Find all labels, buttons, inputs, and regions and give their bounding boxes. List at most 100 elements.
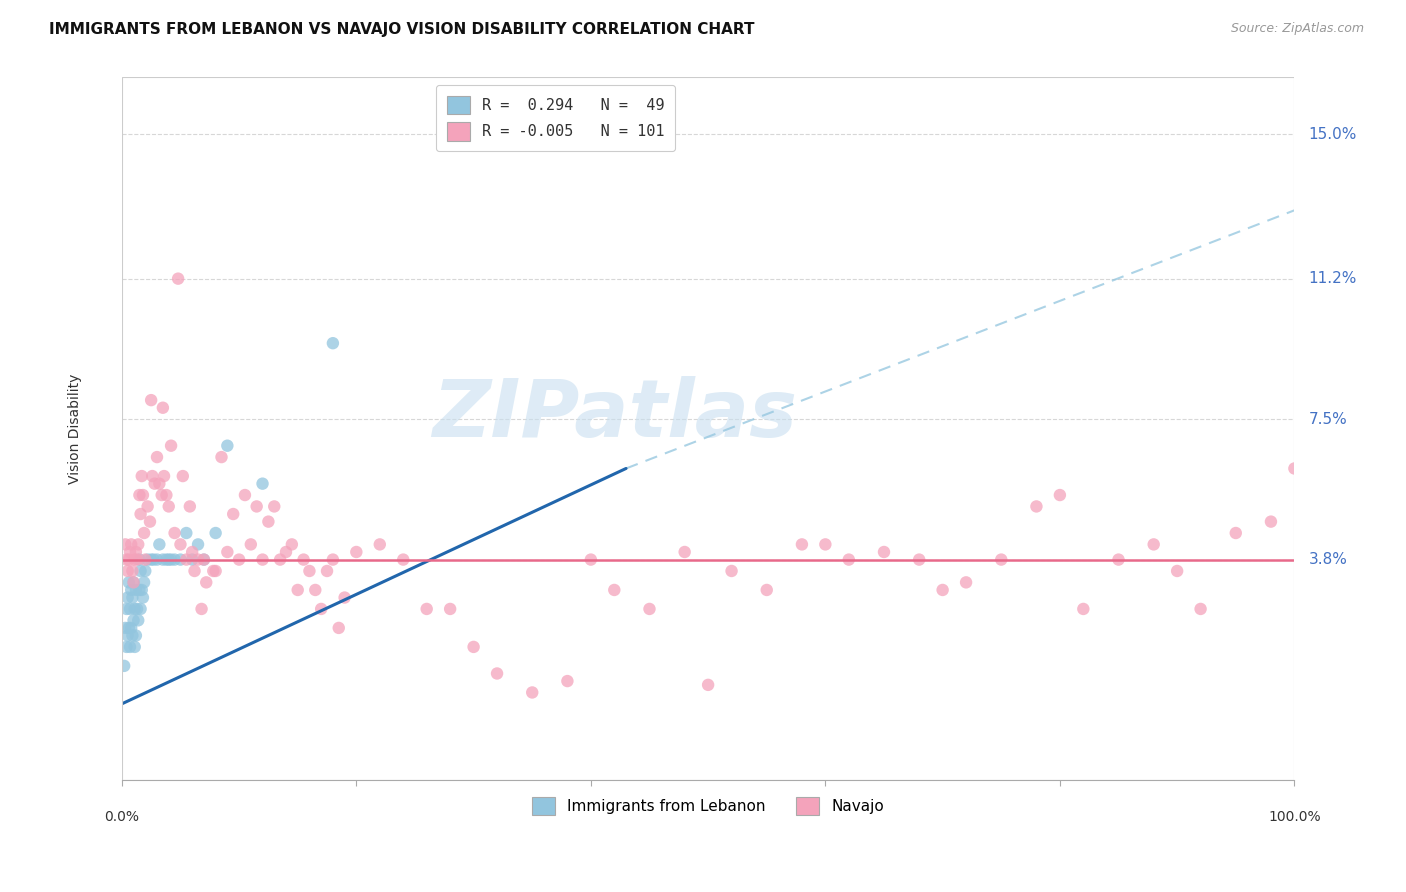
Point — [125, 582, 148, 597]
Point — [118, 602, 141, 616]
Point — [148, 537, 170, 551]
Point — [316, 564, 339, 578]
Point — [298, 564, 321, 578]
Point — [122, 575, 145, 590]
Point — [673, 545, 696, 559]
Point — [115, 602, 138, 616]
Point — [132, 488, 155, 502]
Point — [129, 507, 152, 521]
Point — [187, 552, 209, 566]
Point — [955, 575, 977, 590]
Point — [176, 552, 198, 566]
Point — [141, 469, 163, 483]
Point — [790, 537, 813, 551]
Text: Source: ZipAtlas.com: Source: ZipAtlas.com — [1230, 22, 1364, 36]
Point — [1260, 515, 1282, 529]
Point — [392, 552, 415, 566]
Point — [132, 526, 155, 541]
Point — [252, 476, 274, 491]
Point — [1108, 552, 1130, 566]
Point — [160, 439, 183, 453]
Point — [121, 591, 143, 605]
Point — [814, 537, 837, 551]
Point — [122, 575, 145, 590]
Point — [217, 545, 239, 559]
Point — [228, 552, 250, 566]
Point — [222, 507, 245, 521]
Point — [121, 628, 143, 642]
Point — [153, 469, 176, 483]
Point — [204, 564, 226, 578]
Point — [118, 545, 141, 559]
Point — [143, 476, 166, 491]
Point — [193, 552, 215, 566]
Point — [112, 659, 135, 673]
Text: 7.5%: 7.5% — [1309, 411, 1347, 426]
Point — [486, 666, 509, 681]
Point — [246, 500, 269, 514]
Point — [333, 591, 356, 605]
Point — [142, 552, 165, 566]
Point — [155, 552, 177, 566]
Point — [152, 401, 174, 415]
Point — [522, 685, 544, 699]
Point — [128, 552, 150, 566]
Point — [146, 552, 169, 566]
Point — [931, 582, 953, 597]
Text: IMMIGRANTS FROM LEBANON VS NAVAJO VISION DISABILITY CORRELATION CHART: IMMIGRANTS FROM LEBANON VS NAVAJO VISION… — [49, 22, 755, 37]
Point — [134, 564, 156, 578]
Point — [120, 537, 142, 551]
Point — [136, 500, 159, 514]
Point — [274, 545, 297, 559]
Point — [1073, 602, 1095, 616]
Point — [129, 564, 152, 578]
Point — [114, 621, 136, 635]
Point — [115, 552, 138, 566]
Point — [131, 469, 153, 483]
Point — [160, 552, 183, 566]
Point — [1284, 461, 1306, 475]
Point — [309, 602, 332, 616]
Point — [269, 552, 291, 566]
Point — [193, 552, 215, 566]
Point — [202, 564, 225, 578]
Point — [124, 552, 146, 566]
Text: 3.8%: 3.8% — [1309, 552, 1347, 567]
Point — [179, 500, 201, 514]
Point — [233, 488, 256, 502]
Point — [344, 545, 367, 559]
Text: 15.0%: 15.0% — [1309, 127, 1357, 142]
Point — [439, 602, 461, 616]
Point — [163, 526, 186, 541]
Point — [1189, 602, 1212, 616]
Point — [169, 552, 191, 566]
Point — [187, 537, 209, 551]
Point — [990, 552, 1012, 566]
Legend: Immigrants from Lebanon, Navajo: Immigrants from Lebanon, Navajo — [526, 790, 890, 822]
Point — [118, 640, 141, 654]
Point — [115, 640, 138, 654]
Point — [638, 602, 661, 616]
Point — [211, 450, 233, 464]
Point — [125, 628, 148, 642]
Point — [1166, 564, 1188, 578]
Point — [118, 575, 141, 590]
Text: 0.0%: 0.0% — [104, 810, 139, 824]
Point — [117, 564, 139, 578]
Point — [117, 591, 139, 605]
Point — [252, 552, 274, 566]
Point — [697, 678, 720, 692]
Point — [157, 552, 180, 566]
Point — [181, 545, 204, 559]
Point — [463, 640, 485, 654]
Point — [287, 582, 309, 597]
Point — [239, 537, 262, 551]
Point — [114, 537, 136, 551]
Point — [183, 564, 205, 578]
Point — [169, 537, 191, 551]
Point — [195, 575, 218, 590]
Point — [124, 640, 146, 654]
Point — [120, 621, 142, 635]
Point — [152, 552, 174, 566]
Point — [908, 552, 931, 566]
